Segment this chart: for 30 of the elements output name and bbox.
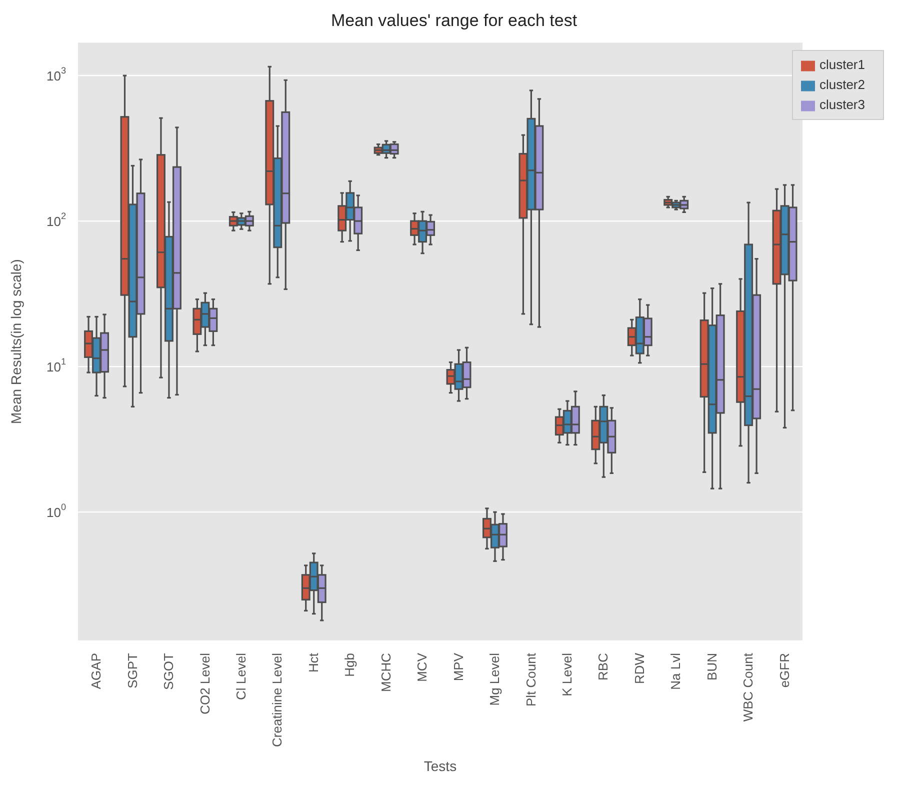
x-tick-label: SGPT: [124, 652, 140, 688]
y-tick-label: 10$^{1}$: [46, 356, 66, 374]
legend-label: cluster1: [819, 57, 865, 72]
x-tick-label: eGFR: [776, 653, 792, 688]
x-tick-label: Plt Count: [523, 652, 538, 706]
x-tick-label: Mg Level: [487, 652, 502, 706]
x-tick-label: RBC: [596, 653, 611, 680]
y-axis-title: Mean Results(in log scale): [8, 259, 24, 424]
x-tick-label: AGAP: [88, 653, 104, 690]
y-tick-label: 10$^{0}$: [46, 502, 66, 520]
x-axis-title: Tests: [424, 758, 457, 774]
y-tick-label: 10$^{3}$: [46, 66, 66, 84]
x-tick-label: SGOT: [161, 652, 176, 690]
legend-label: cluster2: [819, 77, 865, 92]
x-tick-label: K Level: [560, 652, 575, 696]
x-tick-label: Na Lvl: [668, 652, 684, 690]
x-tick-label: Cl Level: [234, 652, 249, 700]
chart-title: Mean values' range for each test: [330, 10, 578, 32]
x-tick-label: MCV: [414, 652, 430, 682]
x-tick-label: WBC Count: [740, 652, 756, 722]
x-tick-label: MCHC: [378, 653, 394, 692]
x-tick-label: BUN: [704, 653, 720, 680]
x-tick-label: CO2 Level: [197, 652, 212, 714]
x-tick-label: Hgb: [342, 653, 358, 677]
x-tick-label: MPV: [450, 652, 466, 682]
y-tick-label: 10$^{2}$: [46, 211, 66, 229]
legend-label: cluster3: [819, 97, 865, 112]
x-tick-label: Hct: [306, 652, 321, 672]
x-tick-label: RDW: [632, 652, 647, 684]
x-tick-label: Creatinine Level: [270, 652, 285, 747]
